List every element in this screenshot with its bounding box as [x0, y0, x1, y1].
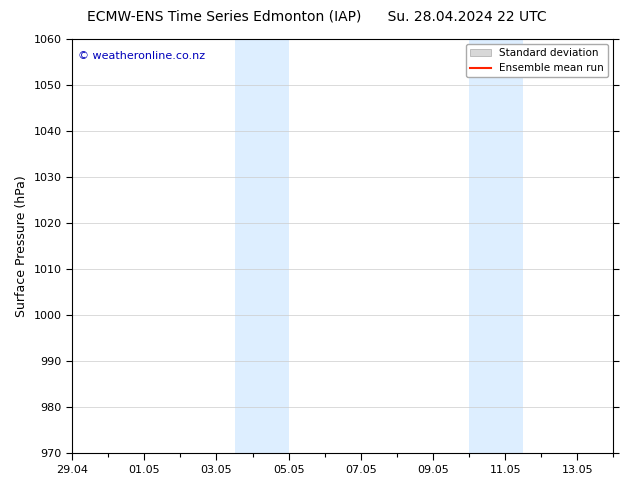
Legend: Standard deviation, Ensemble mean run: Standard deviation, Ensemble mean run: [466, 44, 608, 77]
Text: ECMW-ENS Time Series Edmonton (IAP)      Su. 28.04.2024 22 UTC: ECMW-ENS Time Series Edmonton (IAP) Su. …: [87, 10, 547, 24]
Y-axis label: Surface Pressure (hPa): Surface Pressure (hPa): [15, 175, 28, 317]
Bar: [235, 39, 288, 453]
Text: © weatheronline.co.nz: © weatheronline.co.nz: [77, 51, 205, 61]
Bar: [469, 39, 523, 453]
